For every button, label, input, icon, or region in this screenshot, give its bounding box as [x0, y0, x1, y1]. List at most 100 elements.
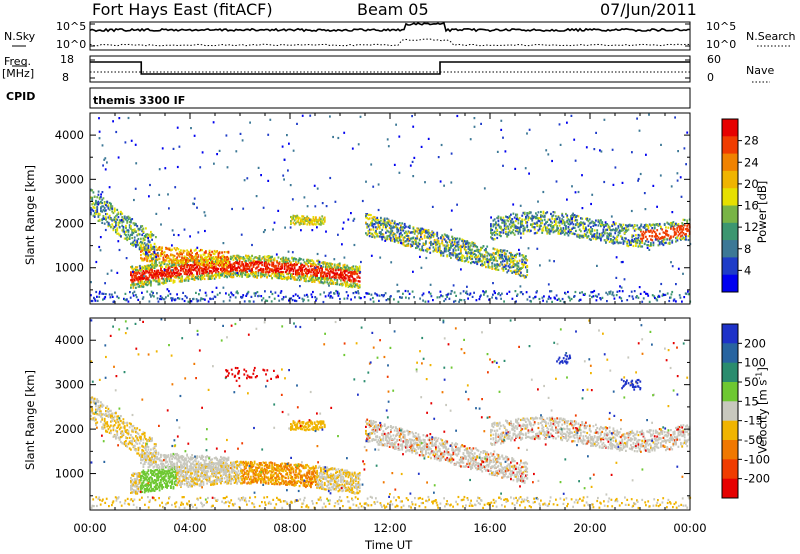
- power-cell: [202, 269, 205, 272]
- power-cell: [243, 269, 246, 272]
- power-cell: [208, 266, 211, 269]
- power-cell: [465, 251, 467, 254]
- power-cell: [392, 225, 395, 228]
- power-cell: [580, 230, 582, 233]
- power-cell: [101, 221, 104, 224]
- power-cell: [315, 268, 317, 271]
- power-cell: [183, 258, 186, 261]
- power-cell: [536, 214, 539, 217]
- power-cell: [320, 266, 322, 269]
- power-cell: [213, 249, 216, 253]
- power-cell: [316, 278, 318, 281]
- power-cell: [187, 259, 190, 262]
- power-cell: [292, 264, 295, 267]
- power-cell: [402, 239, 405, 242]
- power-cell: [247, 254, 250, 257]
- power-cell: [146, 243, 149, 246]
- power-cell: [92, 209, 95, 212]
- power-cell: [250, 272, 252, 275]
- power-cell: [526, 259, 529, 262]
- power-cell: [157, 269, 160, 272]
- power-cell: [534, 295, 537, 298]
- power-cell: [466, 252, 469, 255]
- power-cell: [301, 218, 304, 221]
- power-cell: [150, 236, 152, 239]
- power-cell: [407, 290, 409, 293]
- power-cell: [459, 292, 462, 295]
- power-cell: [109, 296, 112, 299]
- power-cell: [436, 231, 439, 234]
- power-cell: [468, 257, 471, 260]
- power-cell: [550, 290, 553, 293]
- power-cell: [185, 268, 187, 272]
- power-cell: [188, 270, 191, 273]
- power-cell: [142, 269, 145, 273]
- power-cell: [282, 296, 285, 299]
- power-cell: [311, 278, 313, 282]
- power-cell: [230, 275, 232, 278]
- power-cell: [498, 253, 501, 257]
- power-cell: [322, 218, 325, 221]
- power-cell: [371, 220, 374, 223]
- power-cell: [471, 248, 474, 251]
- power-cell: [105, 293, 107, 296]
- power-cell: [476, 245, 479, 249]
- power-cell: [258, 257, 261, 260]
- power-cell: [125, 226, 127, 230]
- power-cell: [148, 275, 151, 278]
- power-cell: [160, 268, 162, 271]
- power-cell: [587, 234, 590, 238]
- power-cell: [152, 245, 155, 248]
- power-cell: [218, 272, 221, 275]
- power-cell: [500, 225, 502, 228]
- power-cell: [490, 225, 492, 228]
- power-cell: [152, 234, 155, 237]
- power-cell: [163, 254, 166, 257]
- power-cell: [172, 263, 175, 266]
- power-cell: [251, 270, 253, 274]
- power-cell: [632, 234, 635, 237]
- power-cell: [413, 229, 416, 232]
- power-cell: [248, 265, 251, 269]
- power-cell: [148, 282, 151, 285]
- power-cell: [407, 235, 410, 238]
- power-cell: [242, 265, 245, 268]
- power-cell: [390, 222, 392, 225]
- power-cell: [482, 245, 485, 248]
- power-cell: [370, 293, 373, 296]
- power-cell: [348, 276, 351, 279]
- power-cell: [312, 263, 315, 267]
- power-cell: [486, 259, 489, 262]
- power-cell: [148, 248, 151, 252]
- power-cell: [416, 244, 419, 247]
- power-cell: [261, 268, 263, 271]
- power-cell: [596, 295, 599, 298]
- power-cell: [500, 297, 502, 300]
- power-cell: [445, 247, 447, 250]
- power-cell: [303, 294, 306, 297]
- power-cell: [518, 259, 521, 262]
- power-cell: [473, 249, 476, 253]
- power-cell: [526, 298, 529, 301]
- power-cell: [486, 295, 489, 298]
- power-cell: [178, 272, 181, 275]
- power-cell: [140, 254, 142, 257]
- power-cell: [120, 235, 122, 238]
- power-cell: [408, 239, 411, 242]
- power-cell: [191, 272, 193, 275]
- power-cell: [460, 250, 462, 253]
- power-cell: [247, 263, 250, 266]
- power-cell: [441, 242, 444, 245]
- power-cell: [418, 239, 421, 242]
- power-cell: [475, 254, 477, 257]
- power-cell: [167, 271, 170, 275]
- power-cell: [390, 227, 392, 230]
- power-cell: [352, 280, 355, 283]
- power-cell: [126, 219, 129, 223]
- power-cell: [351, 275, 354, 278]
- power-cell: [461, 254, 464, 257]
- power-cell: [176, 272, 178, 275]
- power-cell: [336, 273, 339, 276]
- power-cell: [543, 214, 546, 217]
- power-cell: [467, 297, 469, 300]
